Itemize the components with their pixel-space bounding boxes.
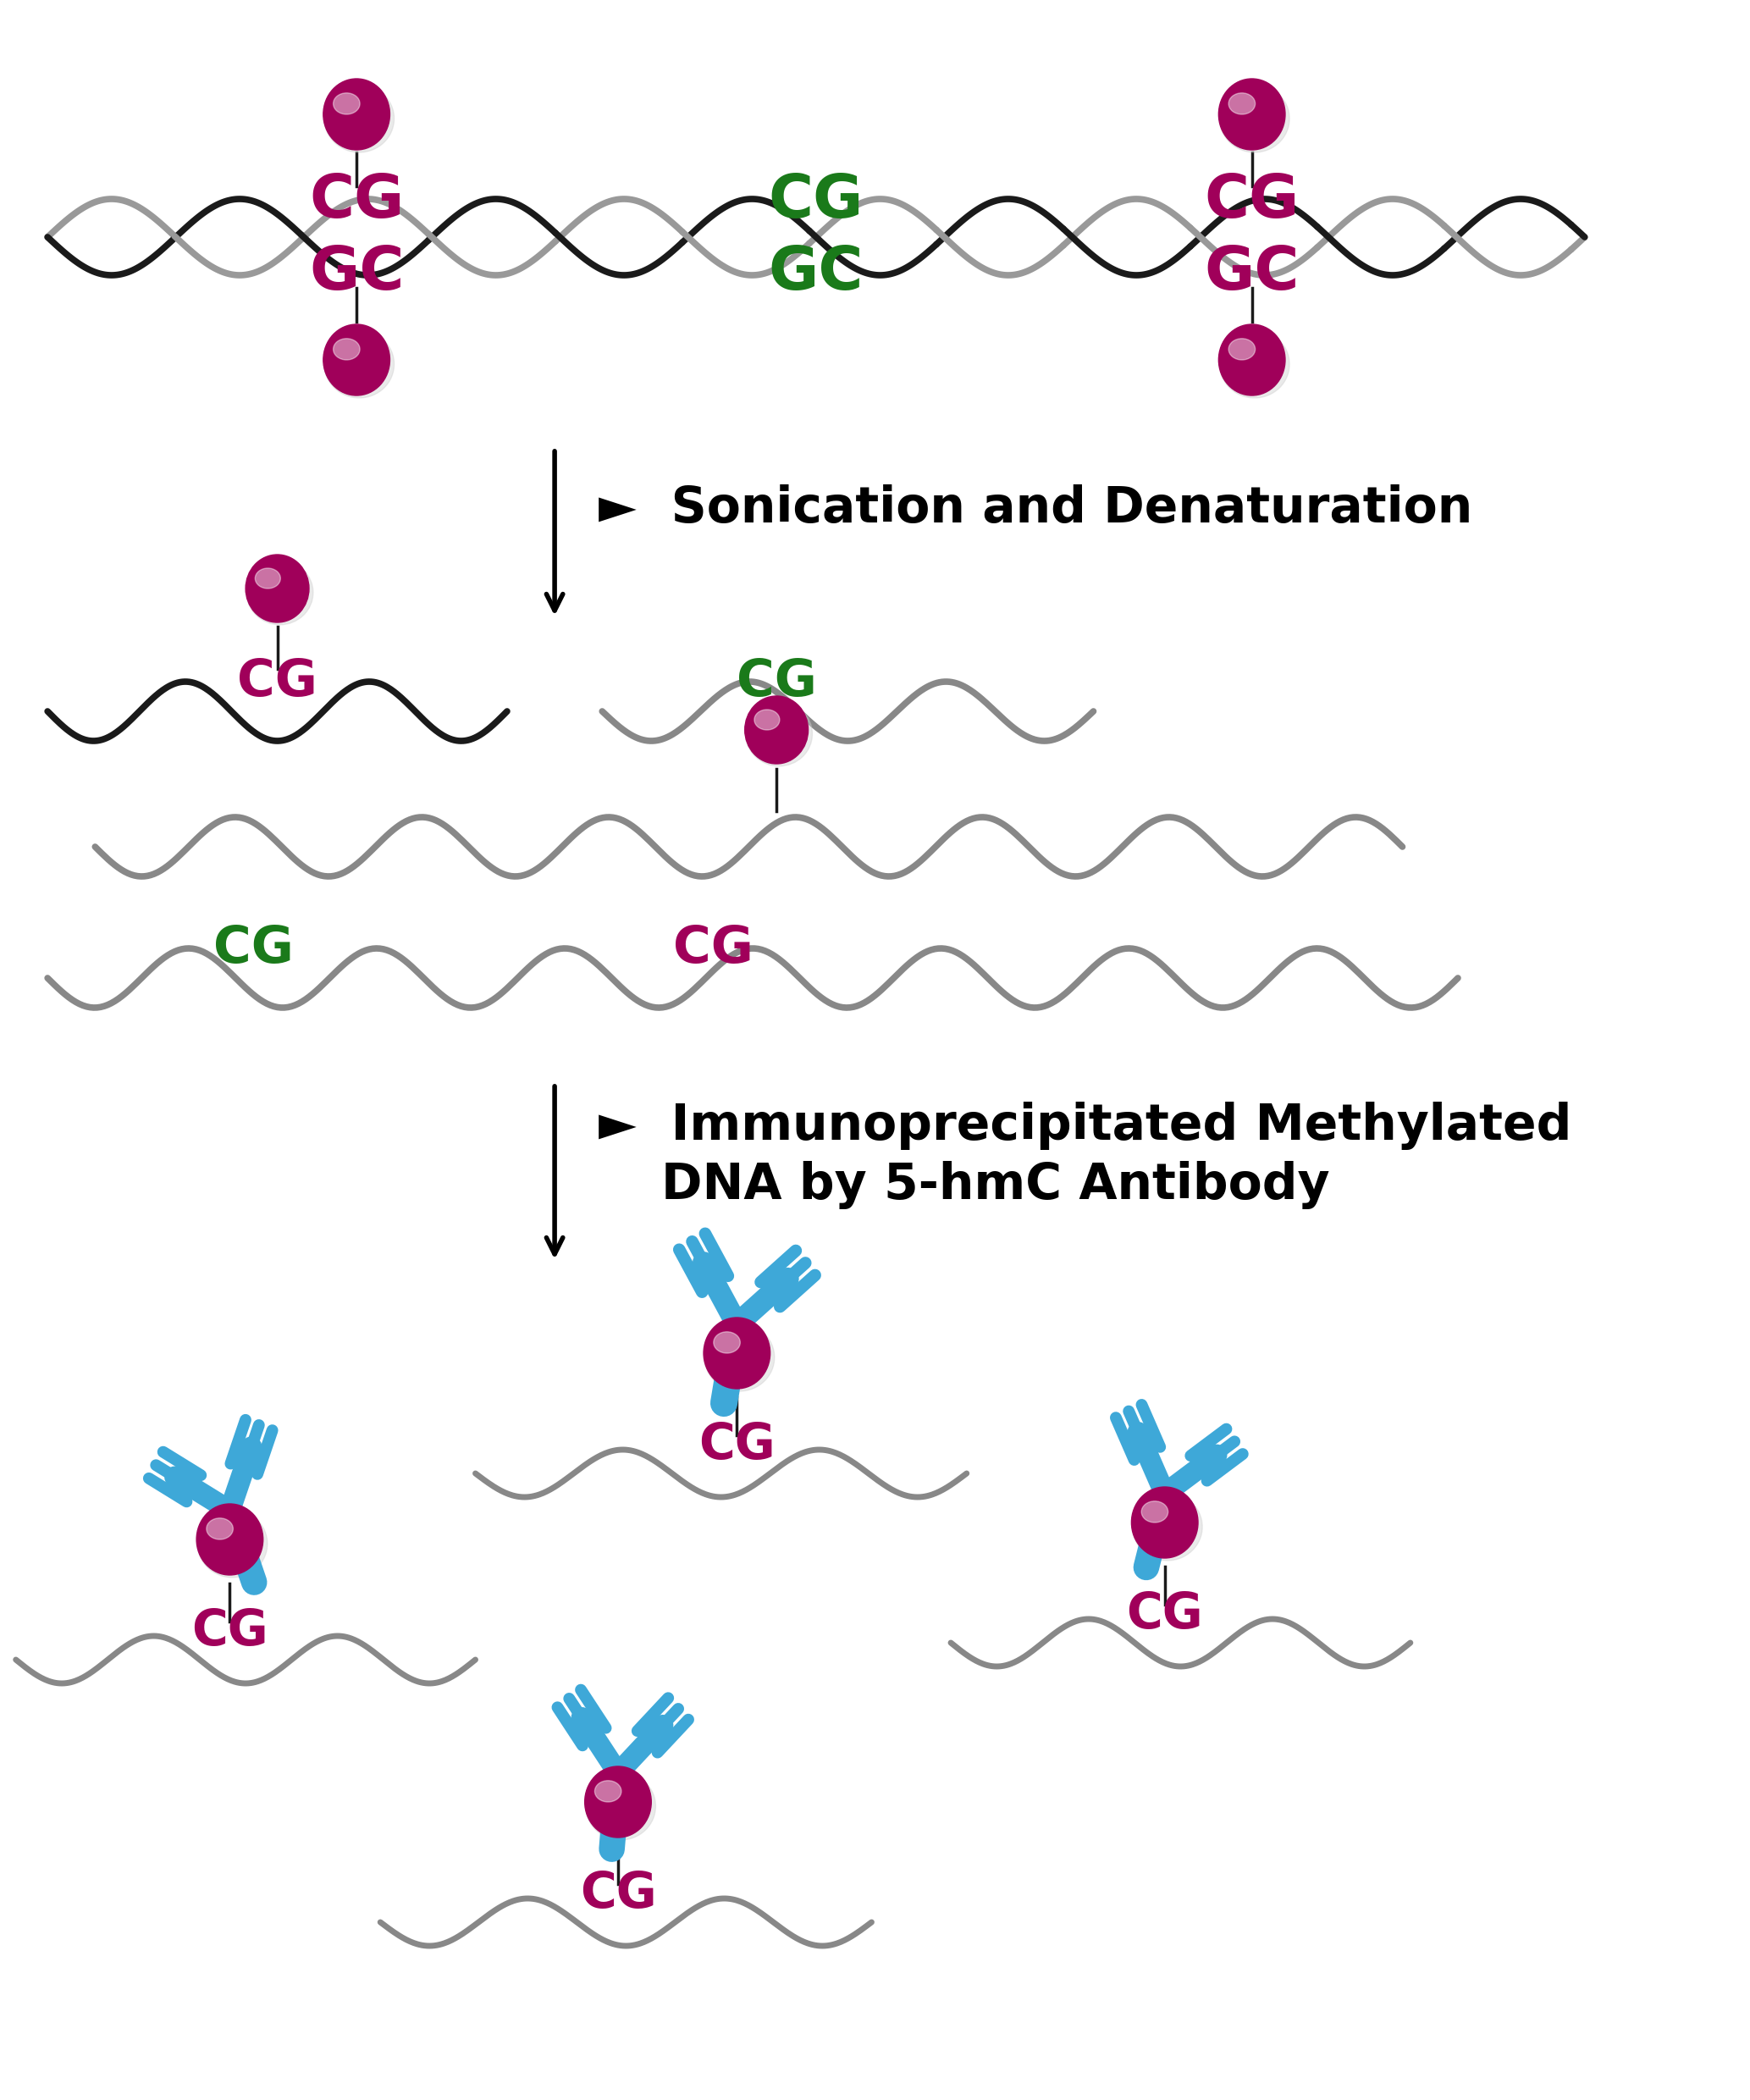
Text: GC: GC <box>768 244 864 302</box>
Ellipse shape <box>595 1781 621 1802</box>
Ellipse shape <box>245 554 310 622</box>
Text: CG: CG <box>310 172 404 231</box>
Text: CG: CG <box>698 1422 775 1470</box>
Ellipse shape <box>1228 338 1255 359</box>
Text: CG: CG <box>214 924 294 974</box>
Text: CG: CG <box>579 1869 656 1917</box>
Ellipse shape <box>746 701 812 766</box>
Ellipse shape <box>1218 78 1284 149</box>
Ellipse shape <box>332 92 360 113</box>
Ellipse shape <box>1132 1493 1202 1560</box>
Text: CG: CG <box>674 924 753 974</box>
Ellipse shape <box>584 1766 651 1838</box>
Ellipse shape <box>746 695 809 764</box>
Ellipse shape <box>196 1504 262 1575</box>
Text: ►  Immunoprecipitated Methylated: ► Immunoprecipitated Methylated <box>599 1102 1572 1151</box>
Ellipse shape <box>1220 84 1290 153</box>
Text: CG: CG <box>1127 1590 1202 1638</box>
Ellipse shape <box>1218 323 1284 395</box>
Text: CG: CG <box>1204 172 1300 231</box>
Ellipse shape <box>198 1510 268 1577</box>
Text: DNA by 5-hmC Antibody: DNA by 5-hmC Antibody <box>662 1161 1330 1210</box>
Ellipse shape <box>1141 1502 1167 1522</box>
Text: CG: CG <box>737 657 817 708</box>
Ellipse shape <box>206 1518 233 1539</box>
Ellipse shape <box>1228 92 1255 113</box>
Text: GC: GC <box>1204 244 1300 302</box>
Ellipse shape <box>324 78 390 149</box>
Text: CG: CG <box>768 172 864 231</box>
Ellipse shape <box>324 84 394 153</box>
Text: CG: CG <box>238 657 317 708</box>
Ellipse shape <box>332 338 360 359</box>
Ellipse shape <box>1132 1487 1199 1558</box>
Ellipse shape <box>256 569 280 588</box>
Ellipse shape <box>705 1323 775 1390</box>
Text: ►  Sonication and Denaturation: ► Sonication and Denaturation <box>599 483 1472 531</box>
Text: CG: CG <box>191 1606 268 1655</box>
Ellipse shape <box>714 1331 740 1352</box>
Ellipse shape <box>754 710 780 731</box>
Ellipse shape <box>324 323 390 395</box>
Ellipse shape <box>704 1317 770 1388</box>
Ellipse shape <box>586 1772 656 1840</box>
Ellipse shape <box>324 330 394 397</box>
Ellipse shape <box>247 561 313 626</box>
Text: GC: GC <box>310 244 404 302</box>
Ellipse shape <box>1220 330 1290 397</box>
